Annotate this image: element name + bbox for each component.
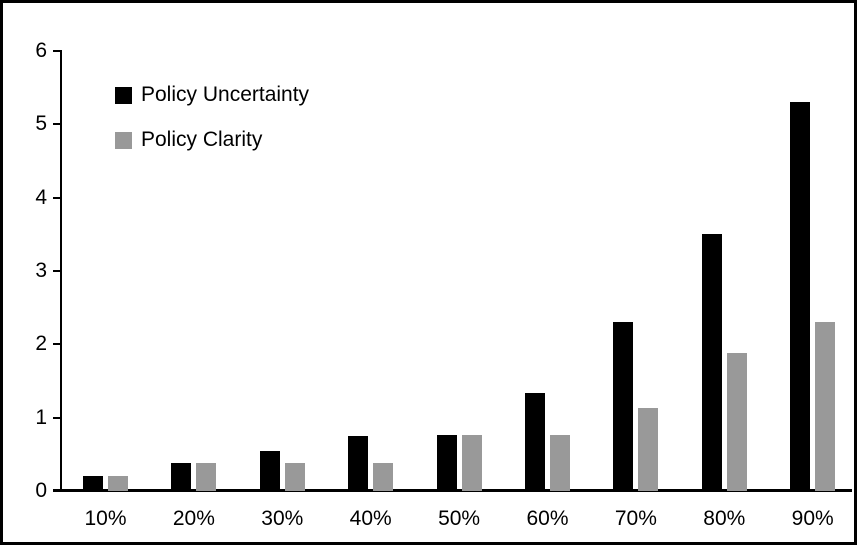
y-tick [53,196,61,199]
x-tick-label: 90% [791,507,834,530]
y-tick [53,270,61,272]
bar-policy-clarity-30% [284,463,305,491]
y-tick-label: 3 [35,259,47,282]
y-axis-line [60,50,62,492]
legend-label-policy-uncertainty: Policy Uncertainty [141,83,310,106]
bar-policy-uncertainty-50% [436,434,457,491]
bar-policy-clarity-90% [815,322,836,491]
y-tick [53,490,61,492]
bar-policy-clarity-70% [638,408,659,491]
bar-policy-uncertainty-40% [348,436,369,491]
y-tick-label: 5 [35,112,47,136]
x-tick-label: 80% [703,507,746,530]
x-tick-label: 20% [172,507,215,530]
x-tick-label: 60% [526,507,569,530]
y-tick [53,343,61,346]
bar-policy-clarity-20% [196,463,217,491]
y-tick-label: 0 [35,479,47,502]
bar-policy-uncertainty-30% [259,450,280,491]
y-tick-label: 1 [35,405,47,429]
y-tick-label: 2 [35,332,47,356]
legend-label-policy-clarity: Policy Clarity [141,128,263,151]
legend-item-policy-uncertainty: Policy Uncertainty [115,83,309,107]
bar-policy-uncertainty-60% [525,393,545,491]
legend-item-policy-clarity: Policy Clarity [115,128,309,152]
x-tick-label: 30% [261,507,304,530]
bar-policy-uncertainty-70% [613,322,634,491]
x-tick-label: 50% [438,507,481,530]
y-tick [53,416,61,419]
bar-policy-clarity-50% [461,434,482,491]
bar-policy-clarity-10% [108,476,128,491]
x-tick-label: 70% [614,507,657,530]
y-tick-label: 4 [35,185,47,209]
bar-policy-uncertainty-90% [790,102,811,491]
y-tick [53,50,61,53]
y-tick [53,123,61,126]
bar-policy-uncertainty-80% [701,234,722,491]
bar-policy-uncertainty-10% [83,476,103,491]
x-tick-label: 10% [84,507,127,530]
legend-swatch-policy-uncertainty [115,86,132,104]
bar-policy-clarity-40% [373,463,394,491]
legend: Policy Uncertainty Policy Clarity [115,83,309,173]
legend-swatch-policy-clarity [115,131,132,149]
bar-policy-clarity-60% [550,434,570,491]
x-tick-label: 40% [349,507,392,530]
y-tick-label: 6 [35,39,47,63]
bar-policy-uncertainty-20% [171,463,192,491]
bar-policy-clarity-80% [726,353,747,491]
